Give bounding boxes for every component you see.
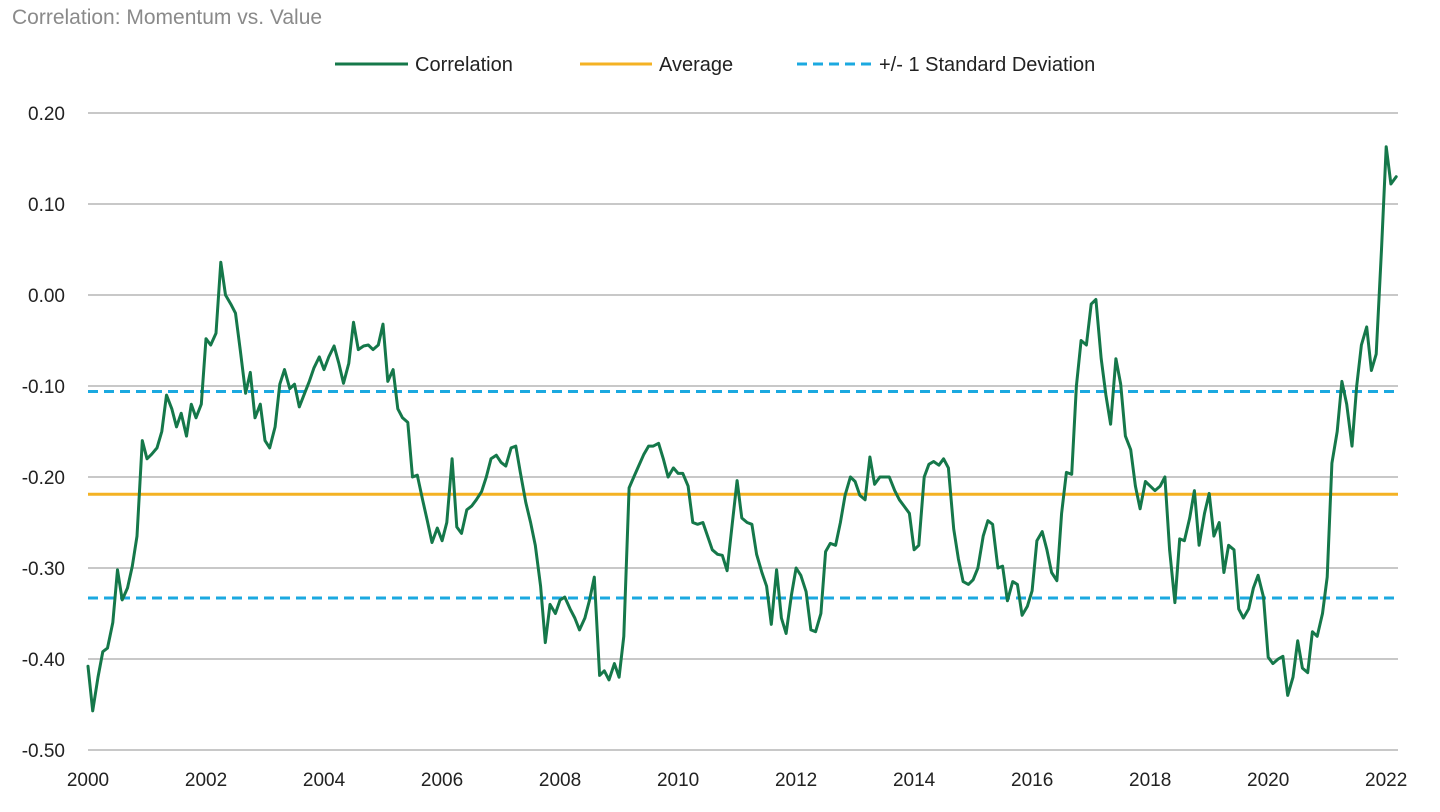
chart-title: Correlation: Momentum vs. Value: [12, 6, 323, 29]
series-layer: [86, 145, 1398, 713]
legend-std: +/- 1 Standard Deviation: [797, 54, 1095, 76]
x-tick-label: 2010: [657, 770, 699, 791]
correlation-series-line: [86, 145, 1398, 713]
y-axis: 0.20 0.10 0.00 -0.10 -0.20 -0.30 -0.40 -0.50: [22, 104, 65, 762]
y-tick-label: -0.20: [22, 468, 65, 489]
legend-average: Average: [580, 54, 733, 76]
x-tick-label: 2020: [1247, 770, 1289, 791]
x-tick-label: 2018: [1129, 770, 1171, 791]
legend: Correlation Average +/- 1 Standard Deviati…: [335, 54, 1095, 76]
x-tick-label: 2000: [67, 770, 109, 791]
x-tick-label: 2002: [185, 770, 227, 791]
x-tick-label: 2006: [421, 770, 463, 791]
y-tick-label: -0.30: [22, 559, 65, 580]
legend-average-label: Average: [659, 54, 733, 76]
x-tick-label: 2012: [775, 770, 817, 791]
y-tick-label: 0.20: [28, 104, 65, 125]
x-tick-label: 2016: [1011, 770, 1053, 791]
x-tick-label: 2008: [539, 770, 581, 791]
legend-std-label: +/- 1 Standard Deviation: [879, 54, 1095, 76]
legend-correlation: Correlation: [335, 54, 513, 76]
x-tick-label: 2014: [893, 770, 936, 791]
y-tick-label: -0.40: [22, 650, 65, 671]
reference-lines: [88, 389, 1398, 600]
y-tick-label: -0.10: [22, 377, 65, 398]
x-tick-label: 2004: [303, 770, 346, 791]
grid-lines: [88, 112, 1398, 751]
y-tick-label: 0.00: [28, 286, 65, 307]
y-tick-label: 0.10: [28, 195, 65, 216]
x-axis: 2000 2002 2004 2006 2008 2010 2012 2014 2016 2018…: [67, 770, 1407, 791]
y-tick-label: -0.50: [22, 741, 65, 762]
legend-correlation-label: Correlation: [415, 54, 513, 76]
x-tick-label: 2022: [1365, 770, 1407, 791]
